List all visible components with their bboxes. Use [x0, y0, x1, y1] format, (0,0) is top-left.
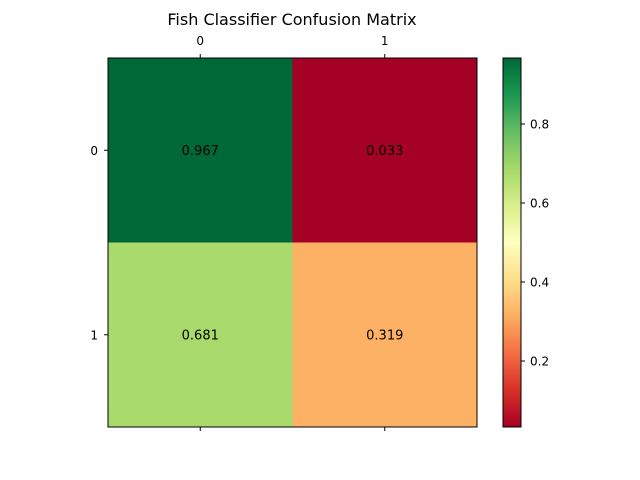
colorbar [502, 57, 522, 428]
y-tick-label: 1 [90, 328, 98, 342]
x-tick-label: 1 [381, 34, 389, 48]
heatmap-cell [292, 58, 478, 243]
plot-frame [107, 57, 478, 428]
colorbar-tick-label: 0.4 [530, 276, 549, 290]
cell-value-label: 0.033 [366, 144, 403, 159]
cell-value-label: 0.967 [182, 144, 219, 159]
colorbar-tick-label: 0.8 [530, 117, 549, 131]
y-axis-ticks: 01 [90, 144, 108, 342]
heatmap-cell [108, 58, 293, 243]
heatmap-cells: 0.967 0.033 0.681 0.319 [108, 58, 478, 428]
cell-value-label: 0.681 [182, 328, 219, 343]
colorbar-tick-label: 0.6 [530, 196, 549, 210]
heatmap-cell [108, 242, 293, 428]
y-tick-label: 0 [90, 144, 98, 158]
cell-value-label: 0.319 [366, 328, 403, 343]
chart-title: Fish Classifier Confusion Matrix [167, 10, 416, 29]
colorbar-tick-label: 0.2 [530, 355, 549, 369]
colorbar-ticks: 0.2 0.4 0.6 0.8 [521, 117, 549, 369]
x-tick-label: 0 [196, 34, 204, 48]
heatmap-cell [292, 242, 478, 428]
